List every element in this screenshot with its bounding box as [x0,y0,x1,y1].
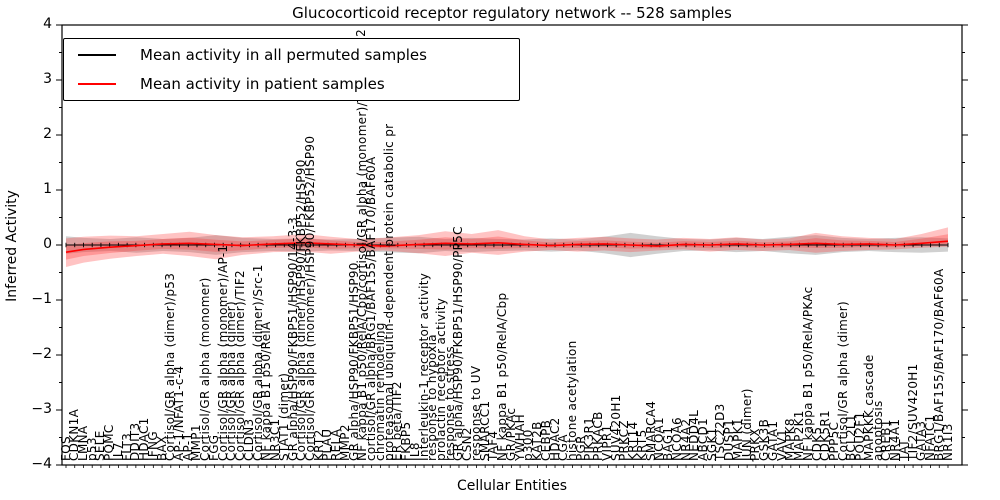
legend-item-patient: Mean activity in patient samples [64,71,519,98]
black-line-sample-icon [78,53,116,56]
legend-item-permuted: Mean activity in all permuted samples [64,41,519,68]
y-tick-label: 4 [43,16,52,32]
clipped-label-overflow: 2 [353,29,368,37]
y-tick-label: 1 [43,181,52,197]
patient-mean-line [65,240,949,253]
y-tick-label: 3 [43,71,52,87]
plot-border [61,24,963,466]
patient-inner-band [66,234,948,260]
legend-box: Mean activity in all permuted samples Me… [63,38,520,101]
y-tick-label: −2 [31,346,52,362]
y-tick-label: −3 [31,401,52,417]
y-tick-label: −1 [31,291,52,307]
y-axis-label: Inferred Activity [4,190,20,302]
x-axis-label: Cellular Entities [456,478,568,494]
legend-label: Mean activity in patient samples [140,75,385,94]
y-tick-label: 0 [43,236,52,252]
legend-label: Mean activity in all permuted samples [140,45,427,64]
patient-confidence-band [66,227,948,267]
chart-title: Glucocorticoid receptor regulatory netwo… [292,4,732,22]
y-tick-label: −4 [31,456,52,472]
red-line-sample-icon [78,83,116,86]
y-tick-label: 2 [43,126,52,142]
